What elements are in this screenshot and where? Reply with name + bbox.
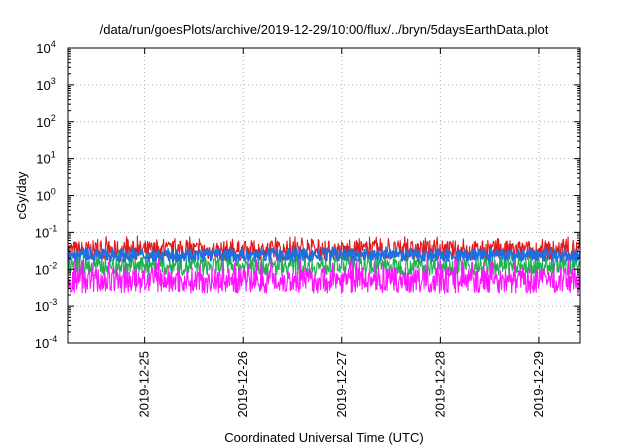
x-tick-label: 2019-12-27 <box>334 351 349 418</box>
y-tick-label: 10-3 <box>35 297 57 314</box>
y-tick-label: 10-1 <box>35 223 57 240</box>
y-tick-label: 103 <box>36 76 55 93</box>
x-tick-label: 2019-12-26 <box>235 351 250 418</box>
y-axis: 10-4 10-3 10-2 10-1 100 101 102 103 104 <box>35 39 580 351</box>
chart-title: /data/run/goesPlots/archive/2019-12-29/1… <box>100 22 549 37</box>
grid <box>68 48 580 343</box>
series-line <box>67 246 581 263</box>
y-tick-label: 104 <box>36 39 55 56</box>
series-line <box>67 257 581 294</box>
x-tick-label: 2019-12-29 <box>531 351 546 418</box>
y-tick-label: 10-2 <box>35 260 57 277</box>
x-axis: 2019-12-25 2019-12-26 2019-12-27 2019-12-28… <box>137 48 546 418</box>
y-tick-label: 10-4 <box>35 334 57 351</box>
y-axis-label: cGy/day <box>14 171 29 219</box>
x-tick-label: 2019-12-25 <box>137 351 152 418</box>
series-layer <box>67 235 581 294</box>
y-tick-label: 101 <box>36 150 55 167</box>
y-tick-label: 102 <box>36 113 55 130</box>
x-tick-label: 2019-12-28 <box>432 351 447 418</box>
x-axis-label: Coordinated Universal Time (UTC) <box>224 430 423 445</box>
y-tick-label: 100 <box>36 187 55 204</box>
